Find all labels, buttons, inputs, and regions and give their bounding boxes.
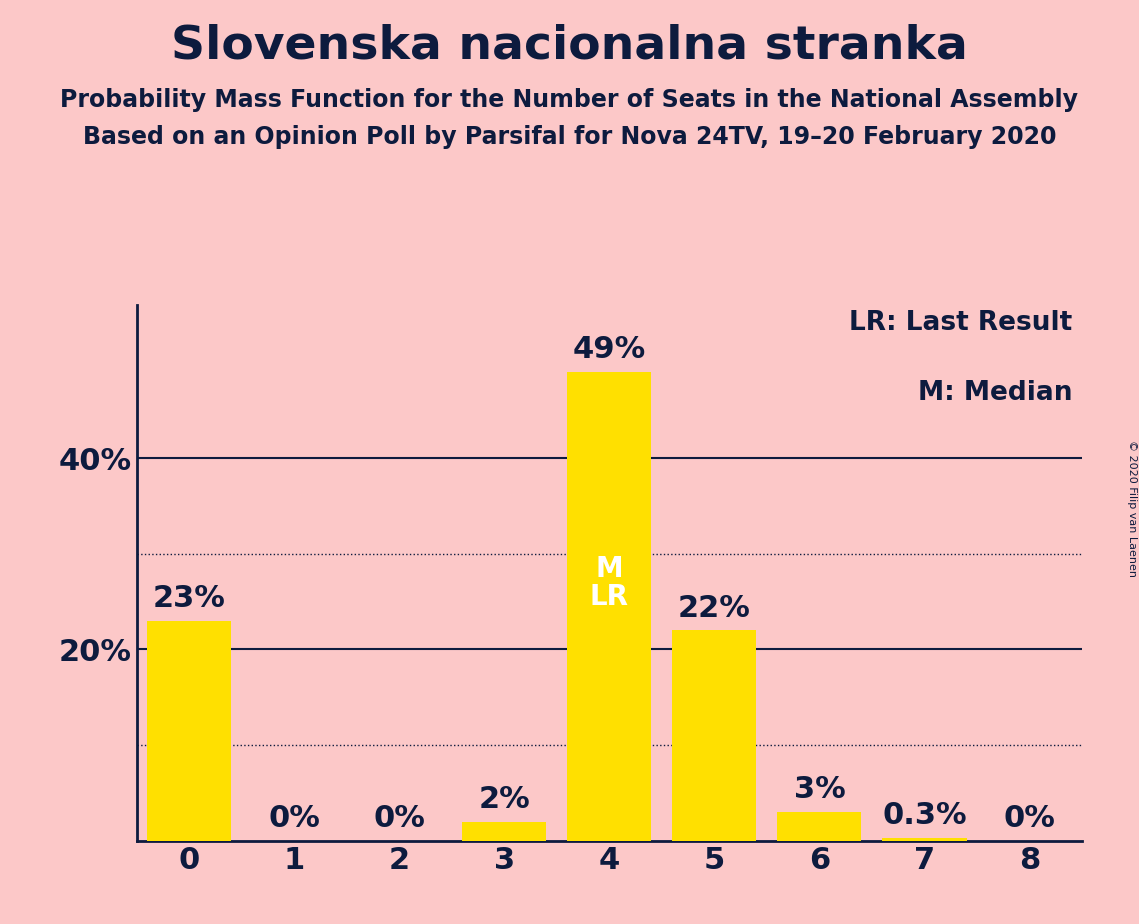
Bar xyxy=(462,821,547,841)
Text: 22%: 22% xyxy=(678,593,751,623)
Text: 0%: 0% xyxy=(374,804,425,833)
Text: 23%: 23% xyxy=(153,584,226,614)
Text: 0.3%: 0.3% xyxy=(883,801,967,831)
Text: LR: Last Result: LR: Last Result xyxy=(850,310,1073,336)
Text: 0%: 0% xyxy=(269,804,320,833)
Text: M: Median: M: Median xyxy=(918,380,1073,406)
Text: Slovenska nacionalna stranka: Slovenska nacionalna stranka xyxy=(171,23,968,68)
Text: 2%: 2% xyxy=(478,785,530,814)
Text: M: M xyxy=(596,554,623,582)
Bar xyxy=(672,630,756,841)
Bar xyxy=(567,372,652,841)
Text: © 2020 Filip van Laenen: © 2020 Filip van Laenen xyxy=(1126,440,1137,577)
Bar xyxy=(778,812,861,841)
Bar xyxy=(883,838,967,841)
Bar xyxy=(147,621,231,841)
Text: Probability Mass Function for the Number of Seats in the National Assembly: Probability Mass Function for the Number… xyxy=(60,88,1079,112)
Text: 0%: 0% xyxy=(1003,804,1056,833)
Text: 3%: 3% xyxy=(794,775,845,805)
Text: 49%: 49% xyxy=(573,335,646,364)
Text: Based on an Opinion Poll by Parsifal for Nova 24TV, 19–20 February 2020: Based on an Opinion Poll by Parsifal for… xyxy=(83,125,1056,149)
Text: LR: LR xyxy=(590,583,629,612)
